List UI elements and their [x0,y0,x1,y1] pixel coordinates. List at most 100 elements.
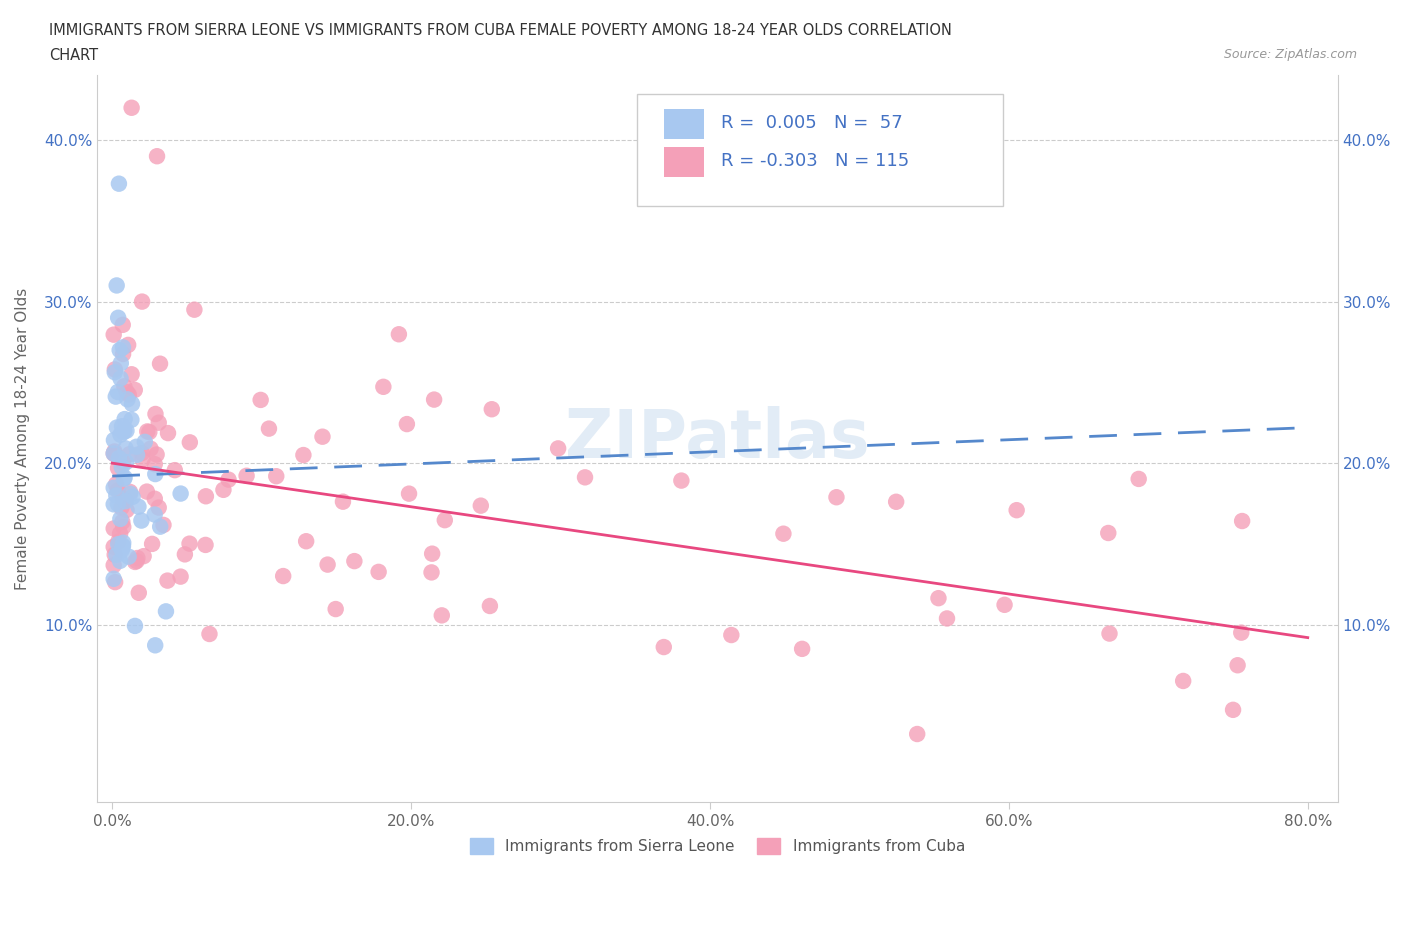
Point [194,489,217,504]
Point [111,514,134,529]
Point [118,446,141,461]
Point [111,340,134,355]
Point [112,347,135,362]
Point [395,417,418,432]
Point [149,356,172,371]
FancyBboxPatch shape [637,94,1002,206]
Point [292,447,315,462]
Point [111,542,134,557]
Point [132,549,155,564]
Point [104,575,127,590]
Point [325,602,347,617]
Point [114,494,136,509]
Point [111,540,134,555]
Point [993,597,1015,612]
Point [103,446,125,461]
Point [218,472,240,487]
Point [124,382,146,397]
Point [112,423,135,438]
Point [131,294,153,309]
Point [114,493,136,508]
Point [112,379,135,393]
Point [295,534,318,549]
Point [125,447,148,462]
Point [105,477,128,492]
Point [825,490,848,505]
Legend: Immigrants from Sierra Leone, Immigrants from Cuba: Immigrants from Sierra Leone, Immigrants… [464,832,972,860]
Point [388,326,411,341]
Point [139,441,162,456]
Point [115,423,138,438]
Point [478,599,501,614]
Point [103,480,125,495]
Point [433,512,456,527]
Point [547,441,569,456]
Point [884,495,907,510]
Point [117,392,139,406]
Point [163,463,186,478]
Point [141,537,163,551]
Point [198,627,221,642]
FancyBboxPatch shape [664,109,704,139]
Point [112,536,135,551]
Point [112,425,135,440]
Point [152,517,174,532]
Point [183,302,205,317]
Text: R = -0.303   N = 115: R = -0.303 N = 115 [721,153,910,170]
Point [121,366,143,381]
Point [103,327,125,342]
Point [156,573,179,588]
Point [179,537,201,551]
Point [332,494,354,509]
Point [1230,513,1253,528]
Point [156,426,179,441]
Point [125,439,148,454]
Point [115,385,138,400]
Point [114,441,136,456]
Point [905,726,928,741]
Point [124,618,146,633]
Point [120,412,142,427]
Point [143,491,166,506]
Point [112,472,135,486]
Point [430,608,453,623]
Point [118,387,141,402]
Point [148,500,170,515]
Point [121,100,143,115]
Point [103,497,125,512]
Point [194,538,217,552]
Point [103,432,125,447]
Point [107,534,129,549]
Point [110,427,132,442]
Point [105,488,128,503]
Point [367,565,389,579]
Point [127,499,149,514]
Point [115,502,138,517]
Point [470,498,492,513]
Text: Source: ZipAtlas.com: Source: ZipAtlas.com [1223,48,1357,61]
Point [143,638,166,653]
Point [146,149,169,164]
Point [155,604,177,618]
Point [373,379,395,394]
Point [111,459,134,474]
Point [107,311,129,325]
Point [420,565,443,579]
Point [103,446,125,461]
Point [105,278,128,293]
Point [212,483,235,498]
Point [143,457,166,472]
Point [420,546,443,561]
Point [110,356,132,371]
Point [574,470,596,485]
Point [264,469,287,484]
Point [169,569,191,584]
Point [111,538,134,553]
Point [110,500,132,515]
Point [111,418,134,433]
Point [1173,673,1195,688]
Point [104,365,127,379]
Point [125,553,148,568]
Text: ZIPatlas: ZIPatlas [565,405,870,472]
Point [110,512,132,526]
